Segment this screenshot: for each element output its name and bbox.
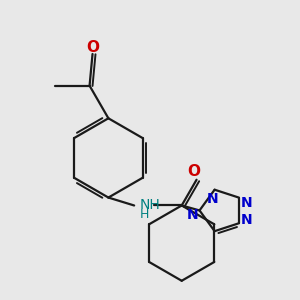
Text: H: H — [140, 208, 149, 221]
Text: O: O — [86, 40, 99, 55]
Text: O: O — [187, 164, 200, 179]
Text: NH: NH — [140, 199, 161, 212]
Text: N: N — [241, 213, 253, 227]
Text: N: N — [241, 196, 253, 210]
Text: N: N — [187, 208, 198, 222]
Text: N: N — [207, 192, 218, 206]
